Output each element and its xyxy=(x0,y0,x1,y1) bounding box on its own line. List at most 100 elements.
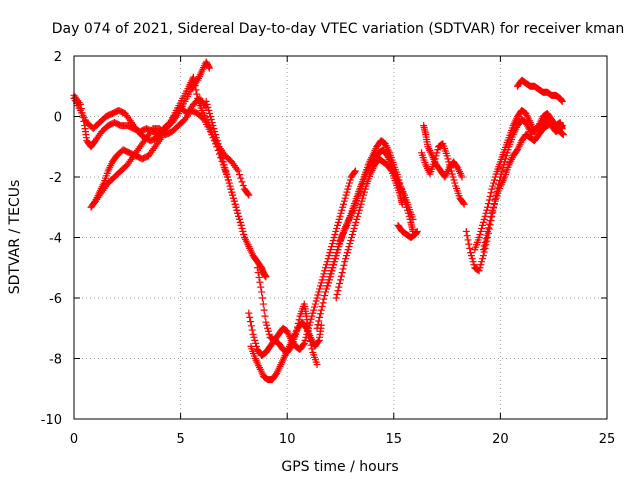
data-point-marker xyxy=(487,213,495,221)
y-tick-label: 0 xyxy=(54,111,62,126)
data-point-marker xyxy=(199,114,207,122)
data-point-marker xyxy=(237,221,245,229)
data-point-marker xyxy=(247,322,255,330)
data-point-marker xyxy=(216,146,224,154)
data-point-marker xyxy=(490,176,498,184)
data-point-marker xyxy=(235,215,243,223)
x-tick-labels: 0 5 10 15 20 25 xyxy=(70,432,615,447)
data-point-marker xyxy=(231,200,239,208)
data-point-marker xyxy=(485,220,493,228)
data-point-marker xyxy=(318,302,326,310)
data-point-marker xyxy=(310,306,318,314)
data-point-marker xyxy=(484,224,492,232)
data-point-marker xyxy=(534,123,542,131)
data-point-marker xyxy=(480,242,488,250)
data-point-marker xyxy=(235,171,243,179)
data-point-marker xyxy=(311,300,319,308)
data-point-marker xyxy=(325,252,333,260)
data-point-marker xyxy=(314,291,322,299)
ticks xyxy=(73,55,608,420)
data-point-marker xyxy=(444,155,452,163)
data-point-marker xyxy=(256,278,264,286)
data-point-marker xyxy=(468,255,476,263)
data-point-marker xyxy=(328,243,336,251)
y-tick-labels: -10 -8 -6 -4 -2 0 2 xyxy=(41,50,62,428)
y-tick-label: -6 xyxy=(49,292,62,307)
y-tick-label: -10 xyxy=(41,413,62,428)
data-point-marker xyxy=(204,103,212,111)
data-point-marker xyxy=(335,283,343,291)
data-point-marker xyxy=(191,82,199,90)
data-point-marker xyxy=(345,182,353,190)
data-point-marker xyxy=(383,151,391,159)
data-point-marker xyxy=(344,185,352,193)
data-point-marker xyxy=(447,164,455,172)
data-point-marker xyxy=(352,218,360,226)
data-point-marker xyxy=(466,244,474,252)
data-point-marker xyxy=(502,152,510,160)
data-point-marker xyxy=(299,341,307,349)
data-point-marker xyxy=(340,197,348,205)
data-point-marker xyxy=(351,221,359,229)
data-point-marker xyxy=(335,215,343,223)
data-point-marker xyxy=(337,276,344,284)
data-point-marker xyxy=(326,249,334,257)
data-point-marker xyxy=(306,318,314,326)
data-point-marker xyxy=(357,200,365,208)
data-point-marker xyxy=(305,324,313,332)
data-point-marker xyxy=(460,200,468,208)
data-point-marker xyxy=(205,64,213,72)
data-point-marker xyxy=(254,269,262,277)
data-point-marker xyxy=(303,330,311,338)
data-point-marker xyxy=(476,264,484,272)
data-point-marker xyxy=(209,122,217,130)
y-axis-label: SDTVAR / TECUs xyxy=(7,180,23,295)
data-point-marker xyxy=(335,243,343,251)
data-point-marker xyxy=(317,321,325,329)
data-point-marker xyxy=(319,299,327,307)
data-point-marker xyxy=(462,227,470,235)
data-point-marker xyxy=(236,218,244,226)
series-arc-13 xyxy=(420,122,466,181)
data-point-marker xyxy=(430,158,438,166)
data-point-marker xyxy=(189,73,197,81)
data-point-marker xyxy=(206,113,214,120)
data-point-marker xyxy=(313,294,321,302)
data-point-marker xyxy=(346,176,354,184)
data-point-marker xyxy=(309,309,317,317)
data-point-marker xyxy=(322,264,330,272)
data-point-marker xyxy=(329,237,337,245)
data-point-marker xyxy=(449,173,457,181)
data-point-marker xyxy=(398,200,406,208)
data-point-marker xyxy=(316,310,324,318)
data-point-marker xyxy=(481,212,489,220)
data-point-marker xyxy=(447,167,455,175)
data-point-marker xyxy=(499,164,507,172)
data-point-marker xyxy=(206,109,214,117)
data-point-marker xyxy=(338,269,346,277)
data-point-marker xyxy=(327,246,335,254)
data-point-marker xyxy=(330,261,338,269)
data-point-marker xyxy=(322,288,330,296)
data-point-marker xyxy=(312,297,320,305)
data-point-marker xyxy=(259,300,267,308)
data-point-marker xyxy=(246,313,254,321)
data-point-marker xyxy=(212,134,220,142)
data-point-marker xyxy=(482,209,490,217)
data-point-marker xyxy=(218,155,226,163)
data-point-marker xyxy=(210,125,218,133)
data-point-marker xyxy=(322,285,330,293)
data-point-marker xyxy=(336,212,344,220)
data-point-marker xyxy=(489,182,497,190)
data-point-marker xyxy=(262,273,270,281)
series-arc-11 xyxy=(332,155,406,302)
data-point-marker xyxy=(480,215,488,223)
data-point-marker xyxy=(230,197,238,205)
data-point-marker xyxy=(361,185,369,193)
data-point-marker xyxy=(317,306,325,314)
data-point-marker xyxy=(339,200,347,208)
data-point-marker xyxy=(301,336,309,344)
series-arc-12 xyxy=(394,221,421,241)
data-point-marker xyxy=(221,164,229,172)
data-point-marker xyxy=(328,240,336,248)
